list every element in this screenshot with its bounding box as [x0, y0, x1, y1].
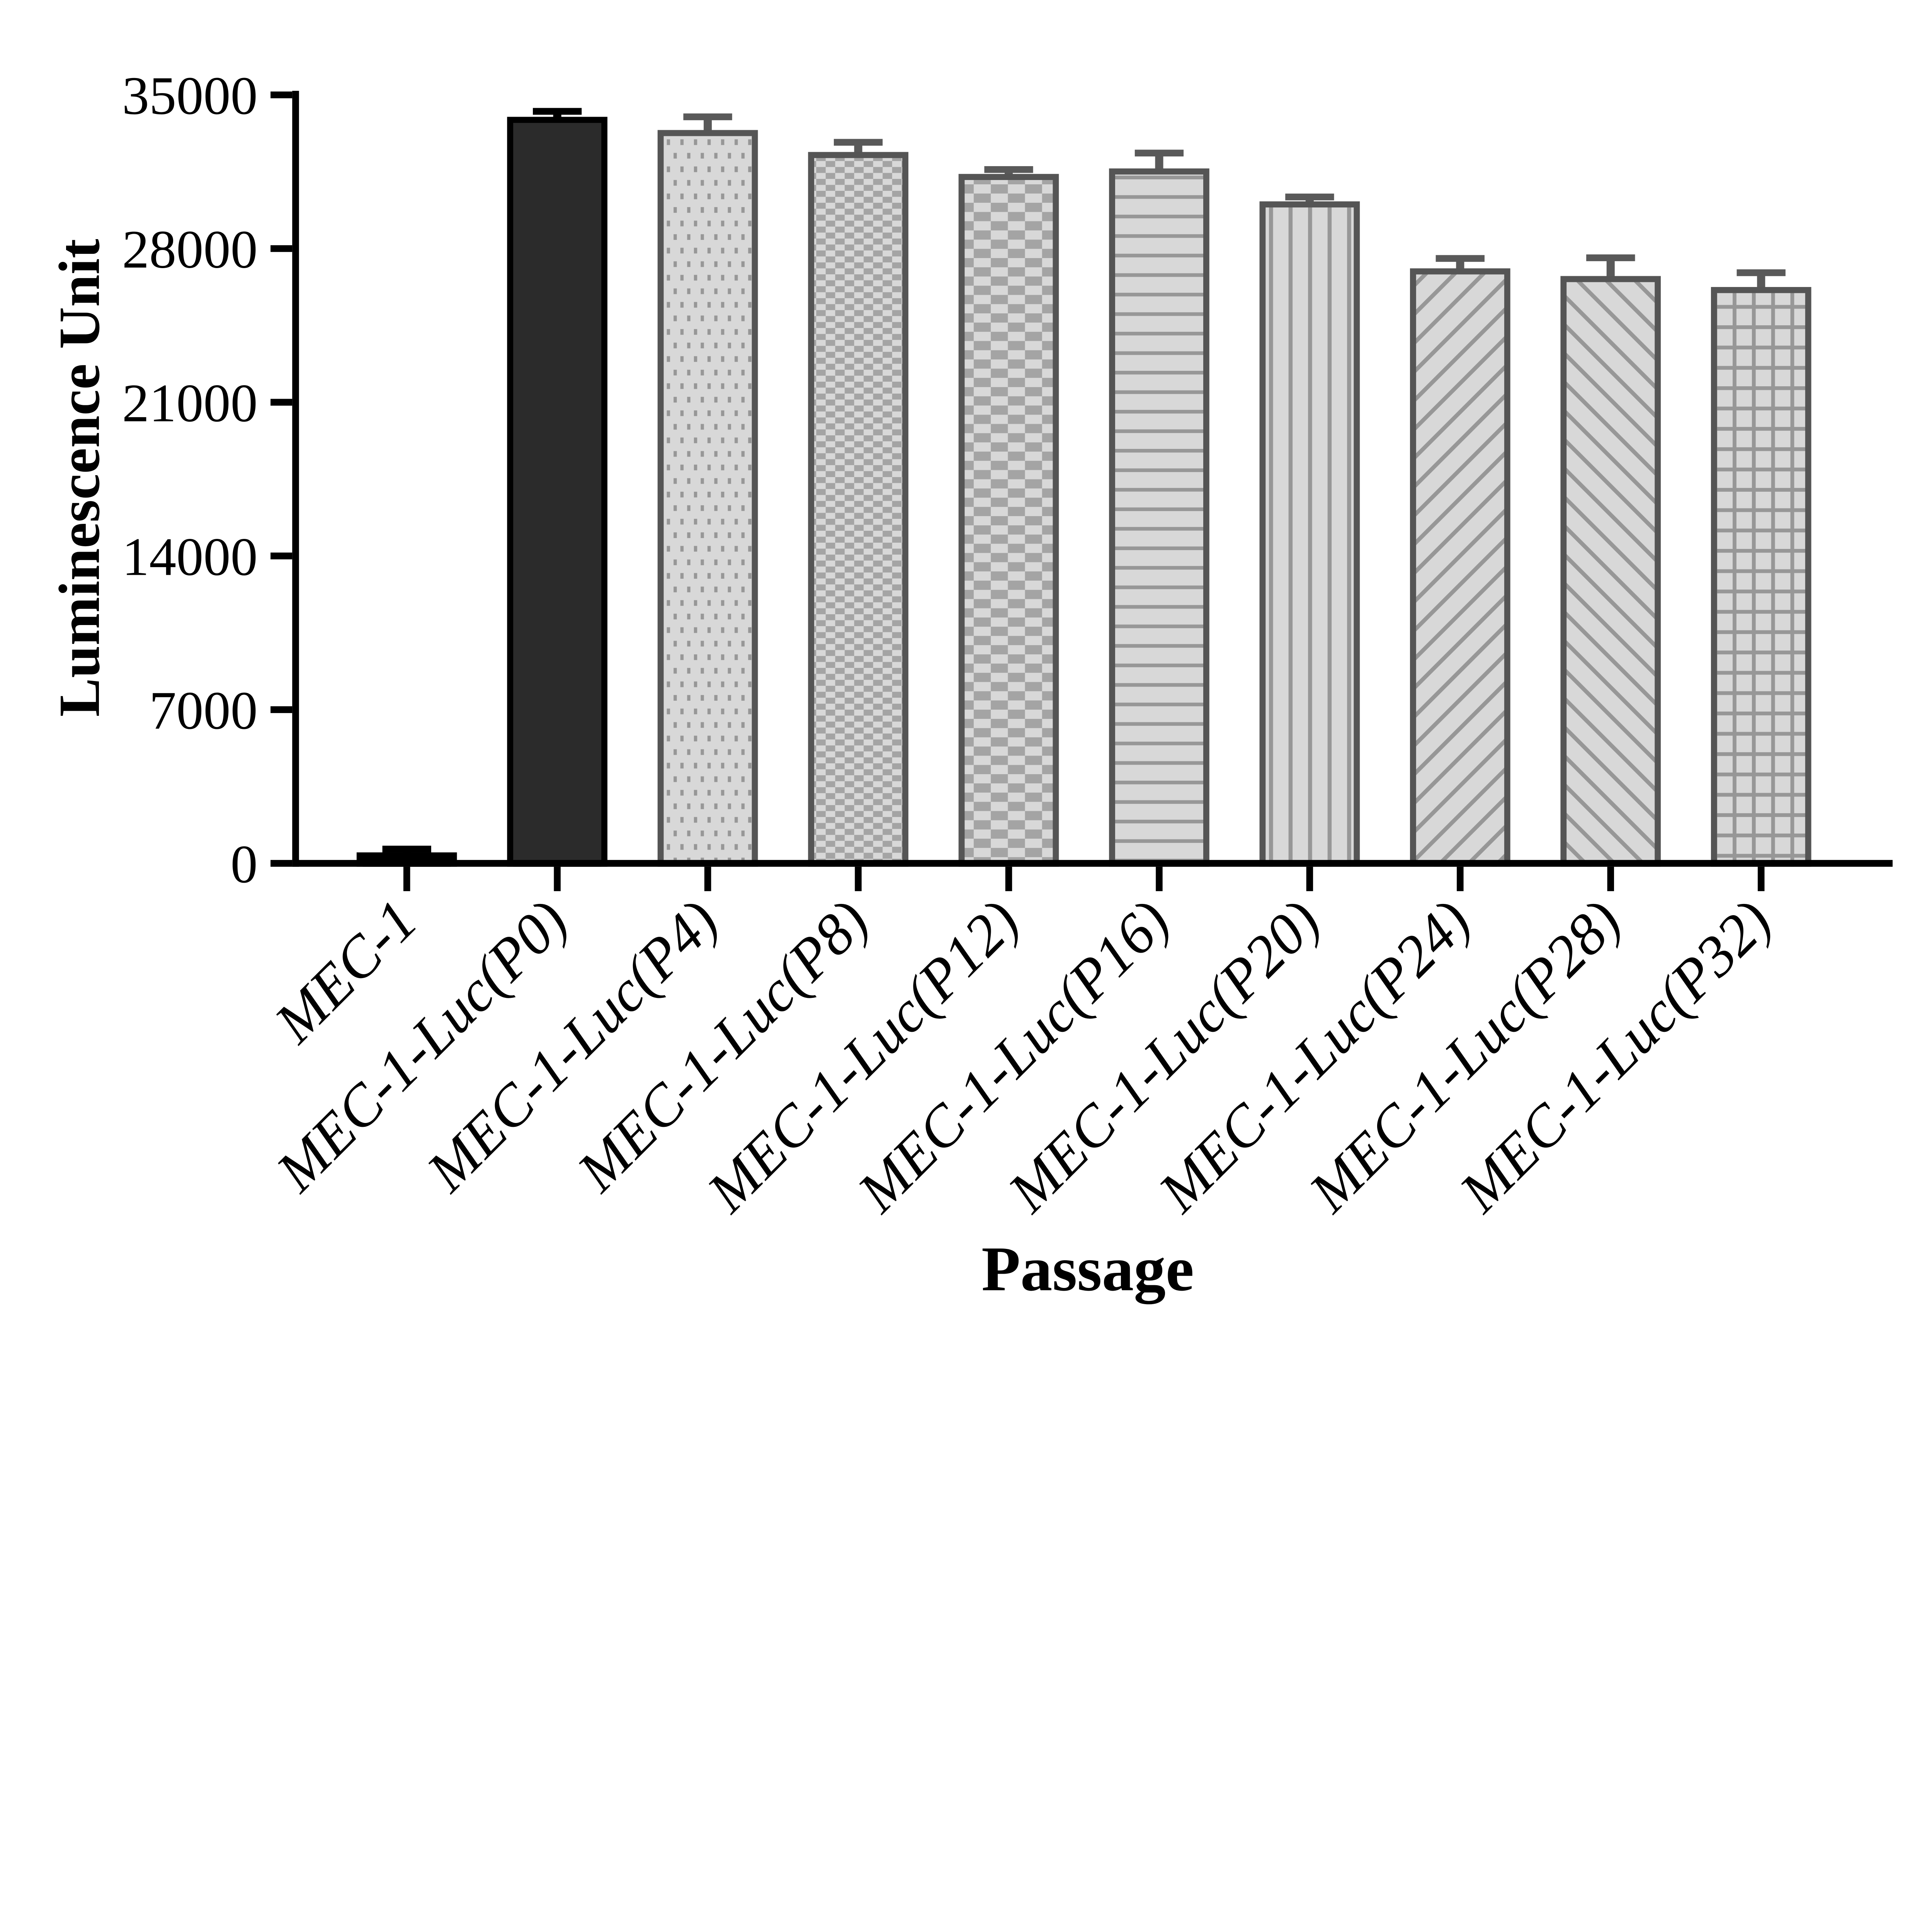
bar-fill	[663, 136, 752, 867]
error-bar-cap	[833, 139, 883, 146]
bar-fill	[1115, 174, 1203, 867]
error-bar-cap	[1435, 255, 1485, 262]
y-tick-label: 0	[231, 834, 258, 894]
error-bar-cap	[382, 846, 431, 853]
error-bar-cap	[683, 113, 732, 121]
y-tick-label: 35000	[122, 66, 258, 126]
bar-group-MEC-1-Luc(P8)	[808, 139, 908, 867]
bar-fill	[1566, 282, 1655, 867]
error-bar-cap	[1586, 254, 1635, 262]
chart-figure: 0 7000 14000 21000 28000 35000 MEC-1 MEC-1-Luc(…	[47, 66, 1893, 1304]
bar-fill	[513, 123, 602, 867]
error-bar-cap	[1134, 149, 1184, 156]
bar-fill	[1265, 207, 1354, 867]
bar-fill	[1717, 293, 1805, 867]
y-tick-label: 14000	[122, 527, 258, 587]
error-bar-cap	[984, 166, 1033, 173]
error-bar-cap	[1736, 269, 1786, 276]
y-axis-title: Luminescence Unit	[47, 239, 112, 717]
y-tick-label: 21000	[122, 373, 258, 433]
bar-group-MEC-1-Luc(P16)	[1109, 149, 1209, 867]
bar-fill	[814, 158, 903, 867]
y-tick-label: 28000	[122, 220, 258, 280]
bar-chart-svg: 0700014000210002800035000MEC-1MEC-1-Luc(…	[122, 66, 1893, 1225]
bar-group-MEC-1-Luc(P28)	[1560, 254, 1661, 867]
error-bar-cap	[1285, 194, 1334, 200]
x-axis-title: Passage	[981, 1233, 1194, 1304]
bar-fill	[1416, 274, 1504, 867]
y-tick-label: 7000	[149, 681, 258, 741]
bar-group-MEC-1-Luc(P32)	[1711, 269, 1811, 867]
bar-fill	[964, 180, 1053, 867]
bar-group-MEC-1-Luc(P0)	[507, 108, 607, 867]
bar-group-MEC-1-Luc(P24)	[1410, 255, 1510, 867]
bar-group-MEC-1-Luc(P12)	[958, 166, 1059, 867]
bar-group-MEC-1-Luc(P20)	[1259, 194, 1360, 867]
bar-group-MEC-1-Luc(P4)	[657, 113, 758, 867]
error-bar-cap	[533, 108, 582, 115]
